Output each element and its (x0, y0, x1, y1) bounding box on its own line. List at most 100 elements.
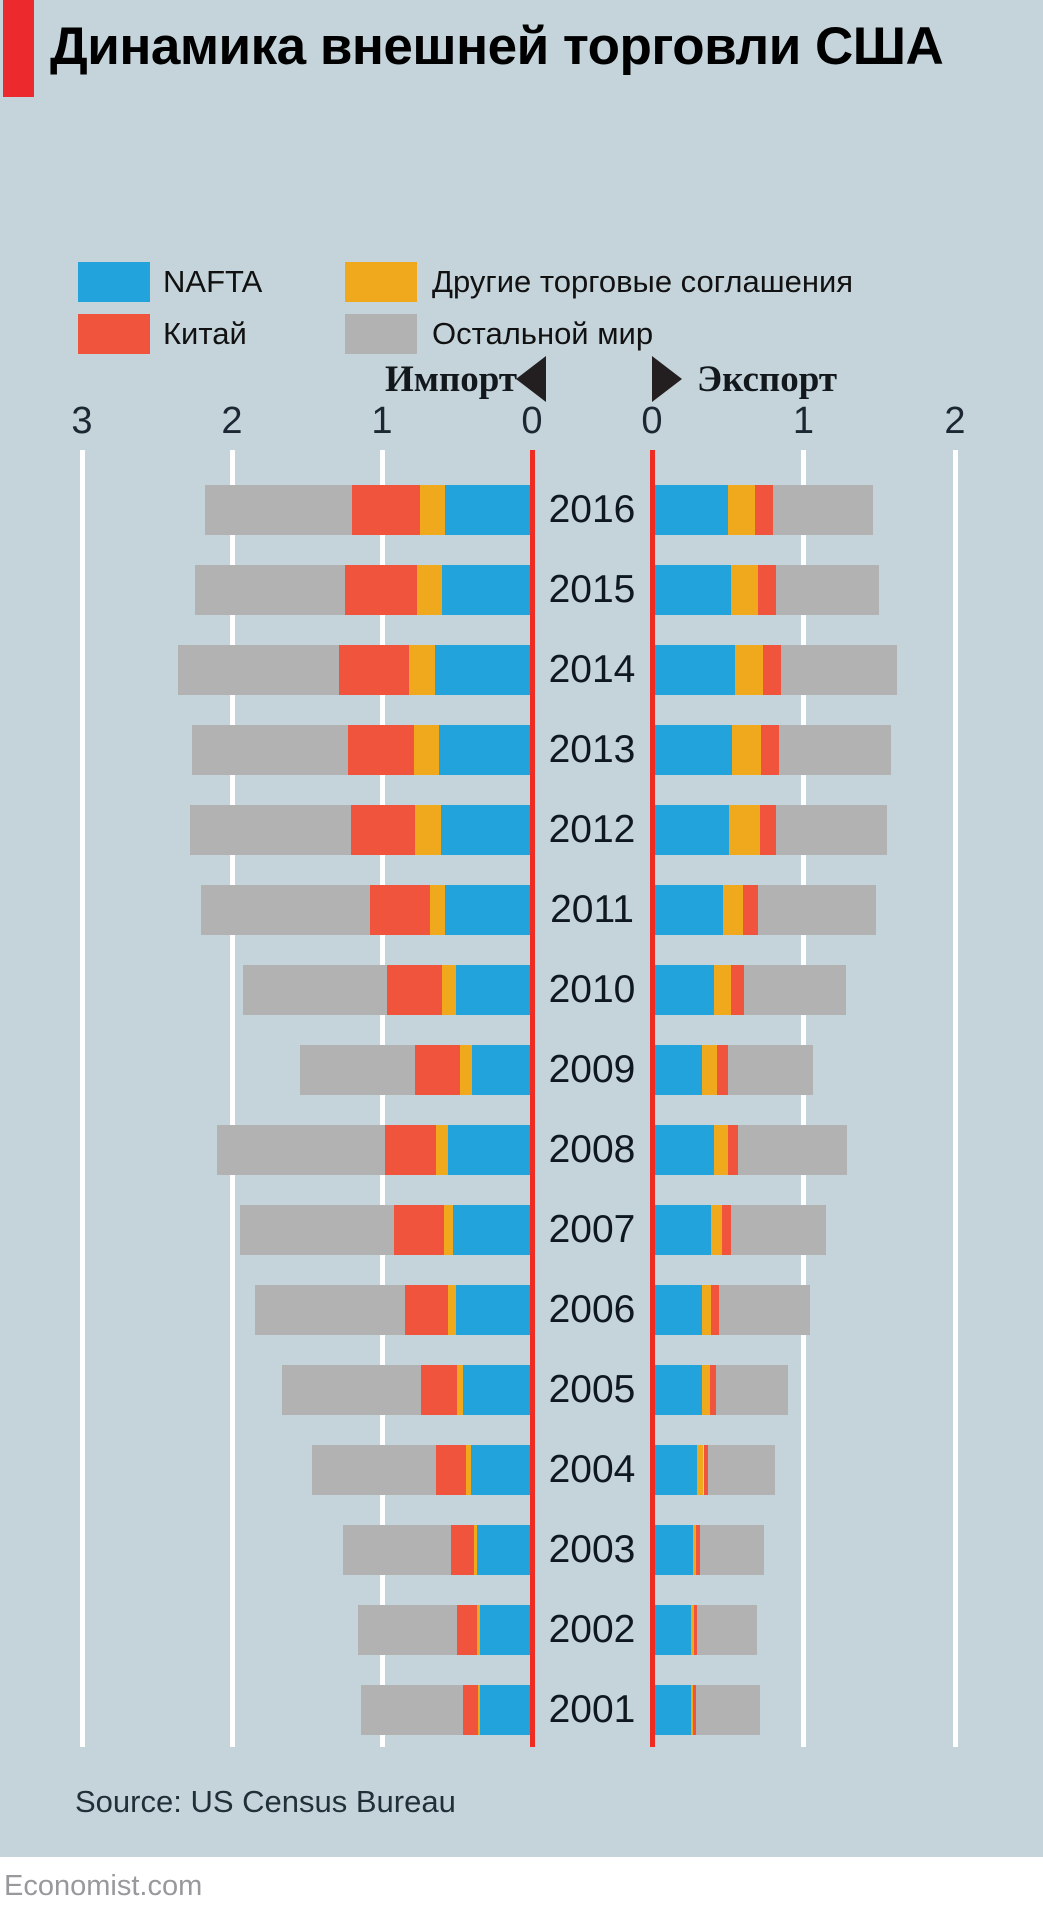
import-bar-segment (463, 1365, 532, 1415)
legend-label: Китай (163, 316, 247, 351)
import-bar-segment (470, 1445, 532, 1495)
import-bar-segment (415, 805, 441, 855)
export-bar-segment (652, 1605, 692, 1655)
import-bar-segment (455, 965, 532, 1015)
bar-row: 2014 (0, 645, 1043, 695)
export-bar-segment (652, 1365, 702, 1415)
export-bar-segment (738, 1125, 848, 1175)
bar-row: 2004 (0, 1445, 1043, 1495)
axis-tick-label: 1 (371, 400, 393, 442)
bar-row: 2005 (0, 1365, 1043, 1415)
export-arrow-icon (652, 356, 682, 402)
import-bar-segment (239, 1205, 394, 1255)
export-bar-segment (692, 1525, 696, 1575)
axis-tick-label: 2 (944, 400, 966, 442)
import-bar-segment (370, 885, 430, 935)
import-bar-segment (452, 1205, 532, 1255)
legend-label: Другие торговые соглашения (432, 264, 854, 299)
year-label: 2001 (548, 1688, 636, 1731)
import-bar-segment (466, 1445, 471, 1495)
year-label: 2002 (548, 1608, 636, 1651)
export-bar-segment (732, 725, 762, 775)
page-title: Динамика внешней торговли США (50, 17, 944, 76)
export-bar-segment (758, 565, 777, 615)
export-bar-segment (755, 485, 774, 535)
import-bar-segment (205, 485, 352, 535)
export-bar-segment (652, 725, 733, 775)
import-bar-segment (200, 885, 370, 935)
import-bar-segment (476, 1525, 532, 1575)
import-bar-segment (473, 1525, 477, 1575)
import-bar-segment (386, 965, 442, 1015)
import-bar-segment (350, 805, 415, 855)
export-bar-segment (780, 645, 898, 695)
export-bar-segment (652, 805, 730, 855)
import-bar-segment (448, 1125, 532, 1175)
export-bar-segment (700, 1525, 765, 1575)
economist-logo-text: Economist.com (4, 1870, 203, 1902)
export-bar-segment (727, 1125, 739, 1175)
export-bar-segment (744, 965, 846, 1015)
year-label: 2014 (548, 648, 636, 691)
export-bar-segment (711, 1205, 722, 1255)
bar-row: 2013 (0, 725, 1043, 775)
year-label: 2003 (548, 1528, 636, 1571)
import-bar-segment (460, 1045, 472, 1095)
export-bar-segment (714, 1125, 728, 1175)
import-bar-segment (415, 1045, 460, 1095)
export-bar-segment (711, 1285, 719, 1335)
import-bar-segment (281, 1365, 421, 1415)
export-bar-segment (697, 1605, 757, 1655)
export-bar-segment (759, 805, 777, 855)
axis-tick-label: 3 (71, 400, 93, 442)
import-bar-segment (457, 1605, 477, 1655)
year-label: 2016 (548, 488, 636, 531)
export-bar-segment (730, 565, 759, 615)
year-label: 2004 (548, 1448, 636, 1491)
import-bar-segment (242, 965, 387, 1015)
year-label: 2011 (550, 888, 634, 931)
gridline (79, 450, 85, 1747)
year-label: 2008 (548, 1128, 636, 1171)
import-bar-segment (419, 485, 445, 535)
import-bar-segment (299, 1045, 415, 1095)
import-bar-segment (190, 805, 351, 855)
export-bar-segment (758, 885, 877, 935)
bar-row: 2015 (0, 565, 1043, 615)
import-bar-segment (347, 725, 414, 775)
import-bar-segment (455, 1285, 532, 1335)
import-bar-segment (436, 1125, 448, 1175)
export-direction-label: Экспорт (697, 359, 837, 400)
import-bar-segment (439, 725, 532, 775)
export-zero-line (649, 450, 655, 1747)
legend-label: Остальной мир (432, 316, 654, 351)
source-note: Source: US Census Bureau (75, 1784, 456, 1819)
export-bar-segment (692, 1685, 696, 1735)
import-bar-segment (421, 1365, 457, 1415)
gridline (952, 450, 958, 1747)
import-bar-segment (476, 1605, 480, 1655)
export-bar-segment (694, 1605, 698, 1655)
export-bar-segment (652, 1525, 693, 1575)
export-bar-segment (723, 885, 743, 935)
import-bar-segment (434, 645, 532, 695)
axis-tick-label: 0 (641, 400, 663, 442)
axis-tick-label: 2 (221, 400, 243, 442)
export-bar-segment (695, 1525, 701, 1575)
export-bar-segment (715, 1365, 789, 1415)
legend-label: NAFTA (163, 264, 263, 299)
export-bar-segment (701, 1045, 718, 1095)
export-bar-segment (721, 1205, 731, 1255)
gridline (379, 450, 385, 1747)
export-bar-segment (652, 1125, 715, 1175)
import-bar-segment (440, 805, 532, 855)
export-bar-segment (652, 1285, 702, 1335)
year-label: 2013 (548, 728, 636, 771)
export-bar-segment (652, 1045, 702, 1095)
import-bar-segment (479, 1605, 532, 1655)
export-bar-segment (652, 485, 728, 535)
year-label: 2006 (548, 1288, 636, 1331)
import-bar-segment (445, 485, 532, 535)
import-bar-segment (445, 885, 532, 935)
